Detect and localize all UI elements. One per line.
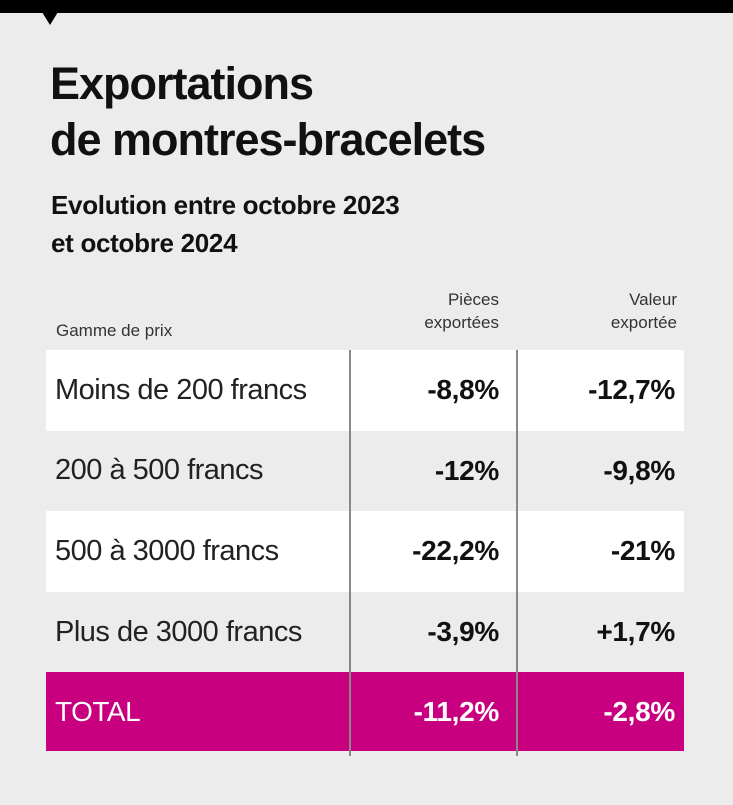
row-label: Plus de 3000 francs <box>55 615 302 648</box>
pieces-value: -3,9% <box>427 616 499 648</box>
total-label: TOTAL <box>55 695 141 727</box>
valeur-value: +1,7% <box>596 616 675 648</box>
table-row: Moins de 200 francs -8,8% -12,7% <box>46 350 684 431</box>
total-row: TOTAL -11,2% -2,8% <box>46 672 684 752</box>
triangle-marker-icon <box>42 12 58 25</box>
column-divider <box>516 350 518 756</box>
chart-title: Exportations de montres-bracelets <box>50 56 690 168</box>
pieces-value: -8,8% <box>427 374 499 406</box>
title-line-2: de montres-bracelets <box>50 114 486 165</box>
row-label: 200 à 500 francs <box>55 454 264 487</box>
data-table: Moins de 200 francs -8,8% -12,7% 200 à 5… <box>46 350 684 752</box>
column-divider <box>349 350 351 756</box>
column-header-valeur: Valeur exportée <box>611 288 677 334</box>
table-row: 500 à 3000 francs -22,2% -21% <box>46 511 684 592</box>
column-header-price-range: Gamme de prix <box>56 321 173 340</box>
column-header-valeur-line-1: Valeur <box>629 290 677 309</box>
subtitle-line-2: et octobre 2024 <box>51 228 238 258</box>
row-label: Moins de 200 francs <box>55 373 307 406</box>
valeur-value: -21% <box>610 535 675 567</box>
valeur-value: -12,7% <box>588 374 675 406</box>
table-row: Plus de 3000 francs -3,9% +1,7% <box>46 592 684 673</box>
chart-subtitle: Evolution entre octobre 2023 et octobre … <box>51 186 651 262</box>
subtitle-line-1: Evolution entre octobre 2023 <box>51 190 400 220</box>
total-valeur-value: -2,8% <box>603 695 675 727</box>
pieces-value: -22,2% <box>412 535 499 567</box>
pieces-value: -12% <box>434 454 499 486</box>
table-row: 200 à 500 francs -12% -9,8% <box>46 431 684 512</box>
top-rule <box>0 0 733 13</box>
title-line-1: Exportations <box>50 58 314 109</box>
total-pieces-value: -11,2% <box>413 695 500 727</box>
valeur-value: -9,8% <box>603 454 675 486</box>
column-header-pieces-line-2: exportées <box>424 313 499 332</box>
column-header-pieces-line-1: Pièces <box>447 290 499 309</box>
column-header-valeur-line-2: exportée <box>610 313 677 332</box>
column-header-pieces: Pièces exportées <box>424 288 499 334</box>
row-label: 500 à 3000 francs <box>55 534 279 567</box>
